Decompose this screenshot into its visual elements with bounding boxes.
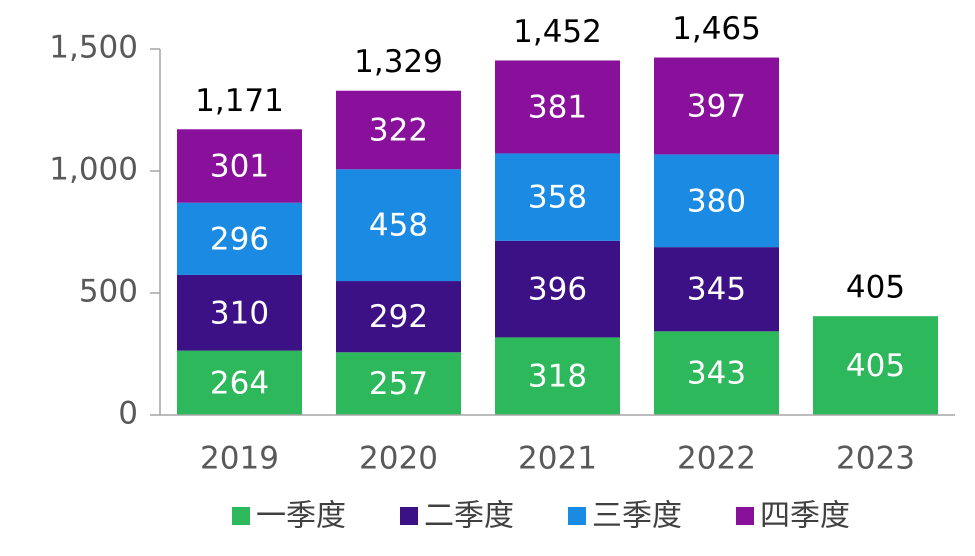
bar-segment bbox=[177, 129, 302, 203]
legend-swatch bbox=[568, 507, 586, 525]
x-tick-label: 2023 bbox=[836, 441, 915, 477]
bar-segment bbox=[336, 352, 461, 415]
total-label: 1,452 bbox=[513, 14, 602, 50]
bar-segment bbox=[495, 240, 620, 338]
data-label: 257 bbox=[369, 366, 428, 402]
data-label: 396 bbox=[528, 272, 587, 308]
bar-segment bbox=[495, 337, 620, 415]
total-label: 1,329 bbox=[354, 44, 443, 80]
legend-label: 三季度 bbox=[592, 499, 682, 534]
legend-swatch bbox=[400, 507, 418, 525]
total-label: 405 bbox=[846, 270, 905, 306]
x-tick-label: 2022 bbox=[677, 441, 756, 477]
data-label: 458 bbox=[369, 208, 428, 244]
bar-segment bbox=[177, 350, 302, 415]
total-label: 1,465 bbox=[672, 11, 761, 47]
bar-segment bbox=[336, 281, 461, 353]
data-label: 397 bbox=[687, 88, 746, 124]
data-label: 296 bbox=[210, 221, 269, 257]
legend-swatch bbox=[736, 507, 754, 525]
bar-segment bbox=[654, 57, 779, 155]
y-tick-label: 1,500 bbox=[49, 30, 138, 66]
bar-segment bbox=[495, 60, 620, 154]
bar-segment bbox=[336, 169, 461, 282]
bar-segment bbox=[654, 154, 779, 248]
y-tick-label: 500 bbox=[79, 274, 138, 310]
data-label: 358 bbox=[528, 180, 587, 216]
legend-label: 一季度 bbox=[256, 499, 346, 534]
bar-segment bbox=[654, 331, 779, 415]
x-tick-label: 2019 bbox=[200, 441, 279, 477]
legend-label: 四季度 bbox=[760, 499, 850, 534]
legend-swatch bbox=[232, 507, 250, 525]
data-label: 264 bbox=[210, 365, 269, 401]
data-label: 405 bbox=[846, 348, 905, 384]
data-label: 345 bbox=[687, 272, 746, 308]
bar-segment bbox=[495, 153, 620, 241]
data-label: 322 bbox=[369, 113, 428, 149]
bar-segment bbox=[177, 274, 302, 351]
data-label: 301 bbox=[210, 148, 269, 184]
total-label: 1,171 bbox=[195, 83, 284, 119]
data-label: 381 bbox=[528, 89, 587, 125]
y-tick-label: 0 bbox=[118, 396, 138, 432]
legend-label: 二季度 bbox=[424, 499, 514, 534]
bar-segment bbox=[654, 247, 779, 332]
x-tick-label: 2021 bbox=[518, 441, 597, 477]
bar-segment bbox=[177, 202, 302, 275]
data-label: 380 bbox=[687, 183, 746, 219]
y-tick-label: 1,000 bbox=[49, 152, 138, 188]
bar-segment bbox=[336, 90, 461, 170]
data-label: 343 bbox=[687, 356, 746, 392]
x-tick-label: 2020 bbox=[359, 441, 438, 477]
bar-segment bbox=[813, 316, 938, 415]
data-label: 292 bbox=[369, 299, 428, 335]
data-label: 310 bbox=[210, 295, 269, 331]
data-label: 318 bbox=[528, 359, 587, 395]
